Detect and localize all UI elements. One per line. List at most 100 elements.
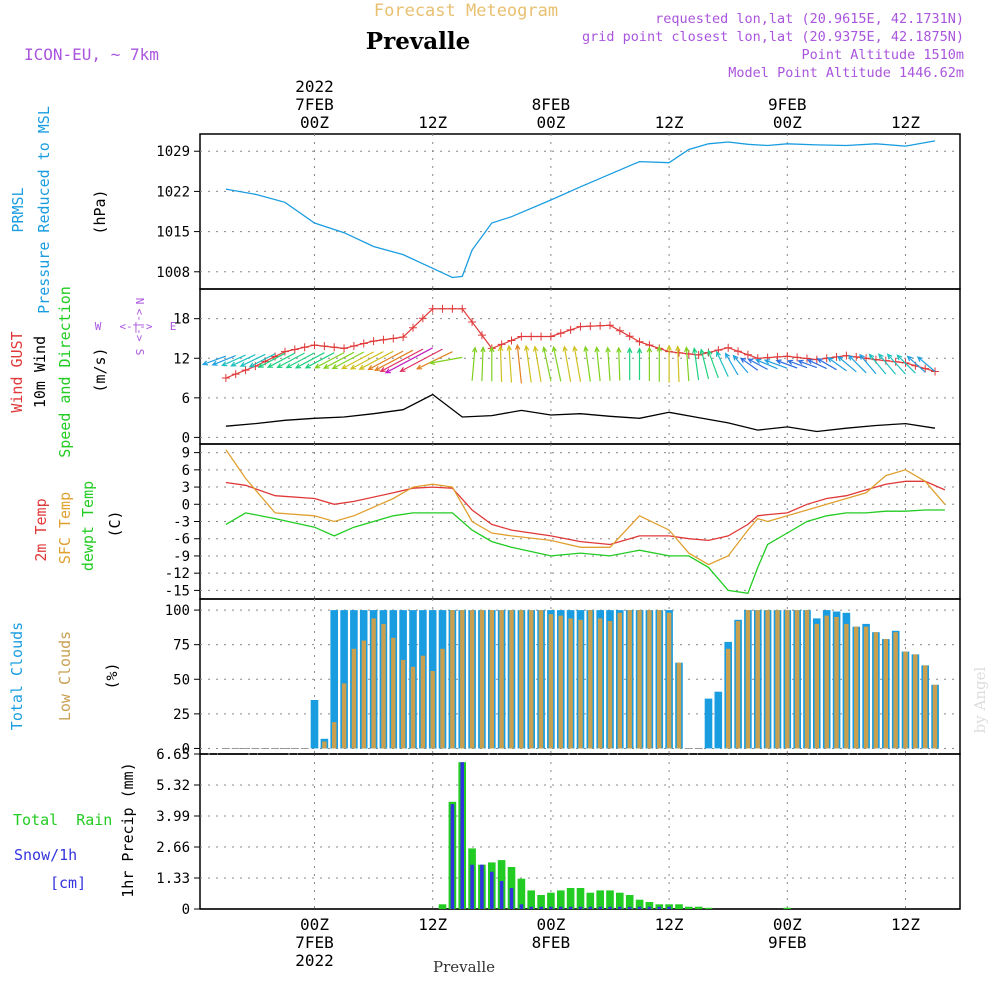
wind10-line	[225, 393, 936, 433]
dewpt-label: dewpt Temp	[79, 481, 97, 571]
y-tick-label: -3	[173, 515, 190, 531]
y-tick-label: 6	[182, 391, 190, 407]
rain-bar	[566, 888, 575, 909]
time-tick-label: 12Z	[655, 915, 684, 934]
time-tick-label: 00Z 8FEB	[532, 915, 571, 952]
snow-bar	[450, 804, 455, 909]
wind-gust-label: Wind GUST	[8, 331, 26, 412]
wind-gust-marker	[734, 347, 743, 356]
snow-bar	[509, 888, 514, 909]
rain-bar	[606, 890, 614, 909]
wind-compass: N <-|-> S W <-|-> E	[95, 298, 177, 356]
temp-unit-label: (C)	[106, 510, 124, 537]
low-clouds-bar	[913, 654, 918, 749]
rain-bar	[625, 895, 634, 909]
wind-gust-marker	[349, 341, 358, 350]
wind-arrow	[358, 350, 394, 370]
wind-arrow	[399, 348, 443, 373]
wind-arrow	[428, 356, 463, 365]
low-clouds-bar	[519, 610, 524, 749]
snow-bar	[539, 906, 543, 909]
wind-panel-frame	[199, 288, 961, 445]
rain-bar	[537, 895, 545, 909]
low-clouds-bar	[578, 619, 583, 749]
y-tick-label: 0	[182, 902, 190, 918]
wind-arrow	[816, 358, 837, 371]
low-clouds-bar	[410, 666, 416, 749]
low-clouds-bar	[489, 610, 494, 749]
wind-arrow	[532, 345, 542, 382]
wind-arrow	[826, 357, 847, 372]
wind-arrow	[859, 353, 877, 375]
wind-arrow	[616, 346, 622, 381]
low-clouds-bar	[824, 615, 829, 749]
wind-arrow	[304, 352, 335, 369]
y-tick-label: 75	[173, 638, 190, 654]
top-time-axis: 2022 7FEB 00Z 12Z 8FEB 00Z 12Z 9FEB 00Z 12Z	[295, 77, 920, 132]
wind-gust-marker	[221, 374, 230, 383]
wind-gust-marker	[517, 332, 526, 341]
wind-arrow	[489, 346, 495, 382]
low-clouds-bar	[460, 610, 465, 749]
wind-arrow	[896, 354, 916, 374]
wind-gust-marker	[743, 350, 752, 359]
snow-bar	[480, 864, 484, 909]
snow-bar	[608, 906, 612, 909]
wind-gust-marker	[931, 367, 940, 376]
wind-arrow	[248, 353, 276, 368]
snow-bar	[460, 762, 464, 909]
wind-arrow	[367, 350, 404, 371]
wind-arrow	[636, 347, 643, 380]
wind-arrow	[551, 345, 562, 382]
low-clouds-bar	[775, 610, 780, 749]
wind-arrow	[221, 354, 246, 367]
low-clouds-bar	[666, 612, 672, 749]
total-clouds-bar	[310, 700, 319, 749]
wind-arrow	[868, 353, 887, 375]
low-clouds-bar	[637, 610, 642, 749]
wind-gust-marker	[320, 342, 329, 351]
wind-gust-marker	[290, 345, 299, 354]
total-clouds-bar	[340, 610, 348, 749]
bottom-time-axis: 00Z 7FEB 2022 12Z 00Z 8FEB 12Z 00Z 9FEB 12Z	[295, 915, 920, 970]
snow-bar	[559, 906, 563, 909]
wind-gust-marker	[369, 337, 378, 346]
low-clouds-bar	[430, 671, 435, 749]
rain-bar	[517, 878, 526, 909]
low-clouds-bar	[597, 618, 603, 749]
low-clouds-bar	[538, 610, 544, 749]
wind-gust-marker	[556, 329, 565, 338]
wind-arrow	[626, 346, 633, 381]
total-clouds-bar	[714, 691, 723, 749]
time-tick-label: 00Z 7FEB 2022	[295, 915, 334, 970]
y-tick-label: 1008	[156, 265, 190, 281]
wind-arrow	[594, 346, 601, 382]
y-tick-label: -9	[173, 549, 190, 565]
rain-bar	[527, 890, 535, 909]
speed-direction-label: Speed and Direction	[56, 286, 74, 458]
y-tick-label: 50	[173, 672, 190, 688]
rain-bar	[596, 890, 604, 909]
low-clouds-bar	[755, 610, 760, 749]
snow-bar	[549, 906, 553, 909]
low-clouds-bar	[903, 651, 908, 749]
total-rain-label: Total Rain	[13, 811, 112, 829]
watermark: by Angel	[971, 666, 989, 733]
low-clouds-bar	[469, 610, 475, 749]
wind-gust-marker	[438, 304, 447, 313]
wind-arrow	[239, 353, 266, 367]
wind-arrow	[497, 345, 504, 383]
low-clouds-bar	[923, 665, 928, 749]
snow-bar	[519, 904, 524, 909]
wind-arrow	[201, 355, 227, 366]
wind-arrow	[786, 359, 808, 369]
y-tick-labels: 1008101510221029061218-15-12-9-6-3036902…	[156, 144, 200, 918]
wind-arrow	[349, 351, 384, 370]
y-tick-label: 2.66	[156, 840, 190, 856]
wind-arrow	[877, 353, 897, 375]
y-tick-label: 0	[182, 497, 190, 513]
y-tick-label: 0	[182, 741, 190, 757]
location-title: Prevalle	[366, 28, 470, 55]
wind-gust-marker	[340, 344, 349, 353]
wind-arrow	[230, 354, 256, 367]
